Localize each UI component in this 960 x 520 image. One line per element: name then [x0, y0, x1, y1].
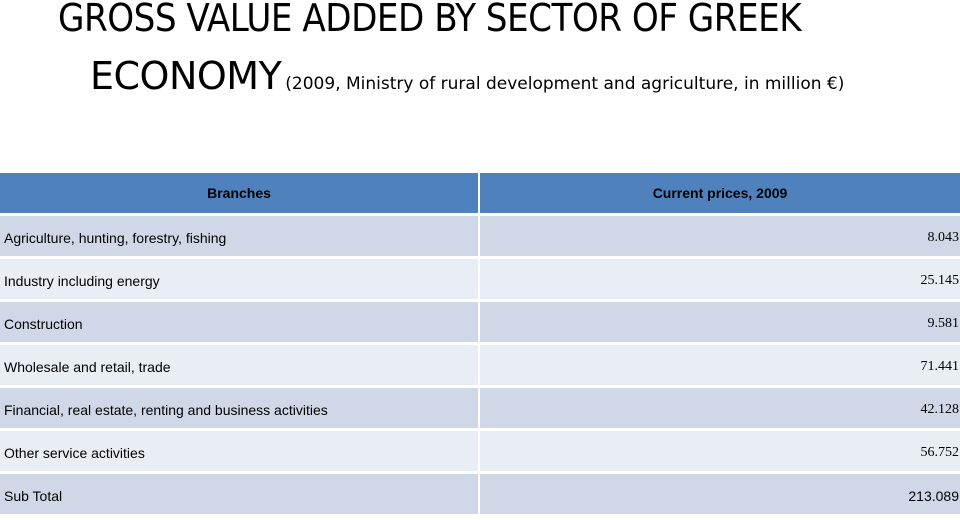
value-label: 213.089 — [908, 488, 959, 504]
value-cell: 42.128 — [480, 388, 960, 431]
branch-label: Sub Total — [4, 488, 63, 504]
branch-cell: Industry including energy — [0, 259, 480, 302]
table-row: Other service activities 56.752 — [0, 431, 960, 474]
slide-title-line1: GROSS VALUE ADDED BY SECTOR OF GREEK — [58, 0, 802, 40]
branch-label: Wholesale and retail, trade — [4, 359, 171, 375]
table-row: Agriculture, hunting, forestry, fishing … — [0, 216, 960, 259]
header-branches: Branches — [0, 173, 480, 216]
branch-cell: Wholesale and retail, trade — [0, 345, 480, 388]
gva-table: Branches Current prices, 2009 Agricultur… — [0, 173, 960, 517]
value-cell: 213.089 — [480, 474, 960, 517]
header-current-prices: Current prices, 2009 — [480, 173, 960, 216]
value-cell: 71.441 — [480, 345, 960, 388]
value-label: 56.752 — [920, 445, 960, 460]
branch-label: Other service activities — [4, 445, 145, 461]
branch-label: Construction — [4, 316, 83, 332]
value-cell: 9.581 — [480, 302, 960, 345]
table-row: Financial, real estate, renting and busi… — [0, 388, 960, 431]
branch-label: Agriculture, hunting, forestry, fishing — [4, 230, 227, 246]
value-label: 8.043 — [927, 230, 960, 245]
slide-subtitle: (2009, Ministry of rural development and… — [285, 74, 845, 94]
slide-title-line2: ECONOMY — [90, 54, 282, 98]
branch-cell: Agriculture, hunting, forestry, fishing — [0, 216, 480, 259]
value-label: 25.145 — [920, 273, 960, 288]
slide-title-line2-wrap: ECONOMY (2009, Ministry of rural developm… — [90, 50, 844, 110]
branch-label: Financial, real estate, renting and busi… — [4, 402, 328, 418]
value-label: 71.441 — [920, 359, 960, 374]
table-row: Construction 9.581 — [0, 302, 960, 345]
branch-cell: Construction — [0, 302, 480, 345]
branch-cell: Other service activities — [0, 431, 480, 474]
value-label: 9.581 — [927, 316, 960, 331]
value-cell: 8.043 — [480, 216, 960, 259]
value-label: 42.128 — [920, 402, 960, 417]
branch-label: Industry including energy — [4, 273, 160, 289]
branch-cell: Sub Total — [0, 474, 480, 517]
table-header-row: Branches Current prices, 2009 — [0, 173, 960, 216]
branch-cell: Financial, real estate, renting and busi… — [0, 388, 480, 431]
value-cell: 25.145 — [480, 259, 960, 302]
value-cell: 56.752 — [480, 431, 960, 474]
table-row-subtotal: Sub Total 213.089 — [0, 474, 960, 517]
table-row: Industry including energy 25.145 — [0, 259, 960, 302]
table-row: Wholesale and retail, trade 71.441 — [0, 345, 960, 388]
